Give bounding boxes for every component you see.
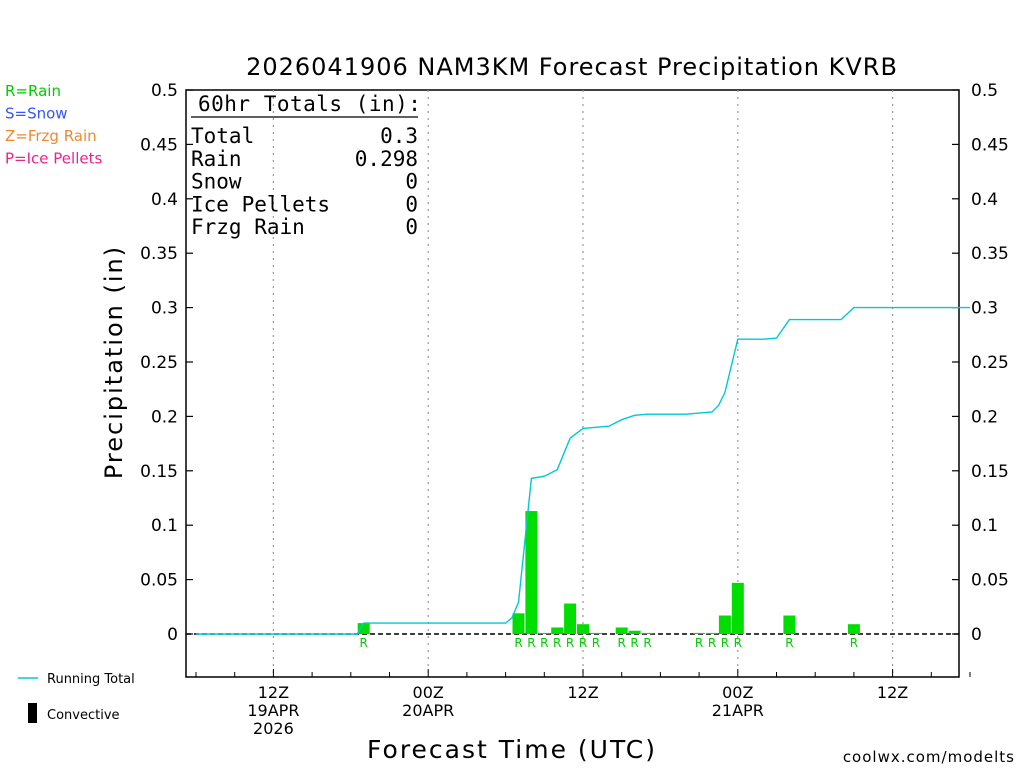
precip-bar-13 bbox=[718, 615, 731, 634]
precip-bars bbox=[357, 511, 860, 634]
x-tick-label-1-2: 20APR bbox=[402, 701, 454, 720]
y-axis-right: 0 0.05 0.1 0.15 0.2 0.25 0.3 0.35 0.4 0.45 0.5 bbox=[952, 81, 1009, 645]
totals-value-1: 0.298 bbox=[355, 147, 418, 171]
grid-lines bbox=[272, 90, 894, 677]
legend-type-0: R=Rain bbox=[5, 82, 61, 100]
x-tick-label-3-1: 00Z bbox=[722, 683, 753, 702]
precip-type-letter-13: R bbox=[721, 636, 729, 650]
precip-type-letter-16: R bbox=[850, 636, 858, 650]
y-tick-label-right-5: 0.25 bbox=[971, 353, 1009, 373]
y-tick-label-right-9: 0.45 bbox=[971, 135, 1009, 155]
y-tick-label-right-3: 0.15 bbox=[971, 462, 1009, 482]
chart-title: 2026041906 NAM3KM Forecast Precipitation… bbox=[246, 53, 898, 81]
y-axis-left: 0 0.05 0.1 0.15 0.2 0.25 0.3 0.35 0.4 0.45 0.5 bbox=[140, 81, 193, 645]
precip-type-letter-7: R bbox=[592, 636, 600, 650]
precip-bar-1 bbox=[512, 613, 525, 634]
precip-bar-15 bbox=[783, 615, 796, 634]
y-axis-label: Precipitation (in) bbox=[100, 245, 128, 479]
precip-type-letter-11: R bbox=[695, 636, 703, 650]
precip-type-letter-5: R bbox=[566, 636, 574, 650]
totals-value-4: 0 bbox=[405, 215, 418, 239]
y-tick-label-left-8: 0.4 bbox=[151, 190, 178, 210]
y-tick-label-left-1: 0.05 bbox=[140, 571, 178, 591]
precip-bar-12 bbox=[706, 632, 718, 634]
precip-bar-14 bbox=[731, 582, 744, 634]
precip-type-letter-14: R bbox=[734, 636, 742, 650]
precip-type-letter-15: R bbox=[785, 636, 793, 650]
y-tick-label-left-3: 0.15 bbox=[140, 462, 178, 482]
precip-type-letter-10: R bbox=[643, 636, 651, 650]
y-tick-label-left-7: 0.35 bbox=[140, 244, 178, 264]
totals-box: 60hr Totals (in): Total 0.3 Rain 0.298 Snow 0 I… bbox=[191, 92, 421, 239]
precip-bar-11 bbox=[693, 632, 706, 634]
series-legend: Running Total Convective bbox=[18, 672, 135, 723]
x-tick-label-4-1: 12Z bbox=[877, 683, 908, 702]
precip-bar-10 bbox=[641, 632, 654, 634]
precip-type-legend: R=Rain S=Snow Z=Frzg Rain P=Ice Pellets bbox=[5, 82, 102, 168]
precip-type-letter-9: R bbox=[630, 636, 638, 650]
y-tick-label-right-10: 0.5 bbox=[971, 81, 998, 101]
totals-value-3: 0 bbox=[405, 192, 418, 216]
precip-type-letter-4: R bbox=[553, 636, 561, 650]
y-tick-label-left-4: 0.2 bbox=[151, 407, 178, 427]
running-total-line bbox=[196, 306, 970, 635]
precip-type-letter-0: R bbox=[360, 636, 368, 650]
y-tick-label-right-1: 0.05 bbox=[971, 571, 1009, 591]
y-tick-label-left-10: 0.5 bbox=[151, 81, 178, 101]
legend-type-3: P=Ice Pellets bbox=[5, 150, 102, 168]
x-tick-label-2-1: 12Z bbox=[567, 683, 598, 702]
precip-type-letter-6: R bbox=[579, 636, 587, 650]
precip-type-letter-2: R bbox=[527, 636, 535, 650]
totals-label-0: Total bbox=[191, 124, 254, 148]
convective-label: Convective bbox=[47, 708, 120, 723]
y-tick-label-left-0: 0 bbox=[167, 625, 178, 645]
totals-label-4: Frzg Rain bbox=[191, 215, 305, 239]
y-tick-label-left-2: 0.1 bbox=[151, 516, 178, 536]
totals-label-3: Ice Pellets bbox=[191, 192, 330, 216]
y-tick-label-right-2: 0.1 bbox=[971, 516, 998, 536]
convective-swatch bbox=[28, 703, 37, 723]
totals-value-2: 0 bbox=[405, 170, 418, 194]
totals-title: 60hr Totals (in): bbox=[198, 92, 421, 116]
y-tick-label-left-5: 0.25 bbox=[140, 353, 178, 373]
source-credit: coolwx.com/modelts bbox=[843, 748, 1015, 766]
precip-type-letter-12: R bbox=[708, 636, 716, 650]
precip-type-letter-8: R bbox=[618, 636, 626, 650]
y-tick-label-right-6: 0.3 bbox=[971, 299, 998, 319]
precip-bar-2 bbox=[525, 511, 538, 634]
running-total-label: Running Total bbox=[47, 672, 135, 687]
x-tick-label-0-1: 12Z bbox=[258, 683, 289, 702]
totals-label-2: Snow bbox=[191, 170, 242, 194]
precip-bar-6 bbox=[577, 624, 589, 634]
x-tick-label-0-2: 19APR bbox=[247, 701, 299, 720]
y-tick-label-left-9: 0.45 bbox=[140, 135, 178, 155]
precip-type-letter-1: R bbox=[514, 636, 522, 650]
precip-bar-0 bbox=[357, 623, 370, 634]
totals-label-1: Rain bbox=[191, 147, 242, 171]
y-tick-label-right-0: 0 bbox=[971, 625, 982, 645]
precip-bar-7 bbox=[589, 632, 602, 634]
precip-bar-9 bbox=[628, 630, 641, 634]
precip-bar-3 bbox=[538, 632, 551, 634]
precip-bar-5 bbox=[564, 603, 577, 634]
y-tick-label-right-8: 0.4 bbox=[971, 190, 998, 210]
legend-type-2: Z=Frzg Rain bbox=[5, 127, 97, 145]
precip-type-letter-3: R bbox=[540, 636, 548, 650]
precip-bar-8 bbox=[615, 627, 628, 634]
x-tick-label-3-2: 21APR bbox=[712, 701, 764, 720]
precip-bar-4 bbox=[551, 627, 564, 634]
x-tick-label-1-1: 00Z bbox=[413, 683, 444, 702]
totals-value-0: 0.3 bbox=[380, 124, 418, 148]
precip-bar-16 bbox=[847, 624, 860, 634]
legend-type-1: S=Snow bbox=[5, 105, 68, 123]
y-tick-label-right-7: 0.35 bbox=[971, 244, 1009, 264]
y-tick-label-right-4: 0.2 bbox=[971, 407, 998, 427]
plot-area bbox=[185, 89, 960, 678]
x-tick-label-0-3: 2026 bbox=[253, 719, 294, 738]
x-axis-label: Forecast Time (UTC) bbox=[367, 735, 657, 764]
y-tick-label-left-6: 0.3 bbox=[151, 299, 178, 319]
